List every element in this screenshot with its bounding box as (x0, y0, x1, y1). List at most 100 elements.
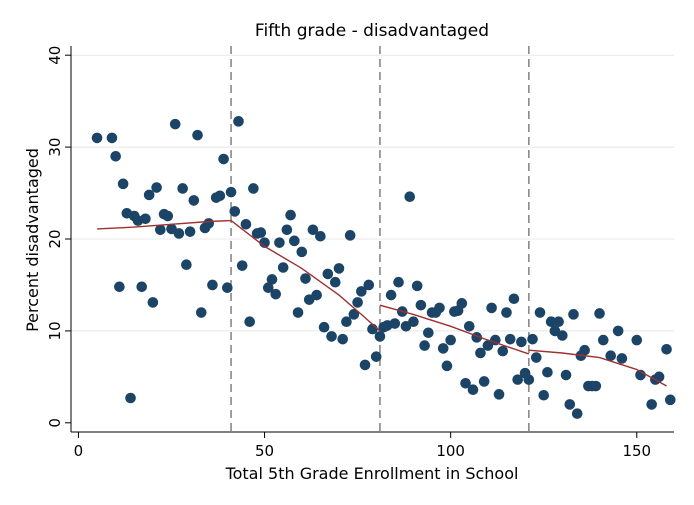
data-point (370, 351, 382, 362)
data-point (218, 153, 229, 165)
data-point (117, 178, 129, 190)
data-point (553, 316, 564, 328)
data-point (188, 195, 200, 206)
data-point (296, 246, 308, 258)
data-point (240, 218, 252, 230)
data-point (233, 116, 244, 127)
data-point (192, 129, 203, 141)
data-point (538, 389, 550, 401)
data-points (91, 116, 676, 419)
data-point (352, 297, 363, 308)
data-point (437, 343, 449, 354)
data-point (155, 224, 166, 236)
x-tick-label: 50 (255, 442, 274, 460)
y-tick-label: 30 (46, 138, 64, 157)
data-point (545, 316, 557, 328)
data-point (560, 369, 572, 381)
data-point (203, 218, 215, 229)
data-point (329, 276, 341, 288)
x-tick-label: 150 (622, 442, 651, 460)
data-point (482, 340, 494, 351)
data-point (300, 273, 311, 284)
x-axis-label: Total 5th Grade Enrollment in School (225, 464, 519, 483)
data-point (478, 376, 490, 387)
data-point (356, 286, 367, 297)
fit-line (230, 220, 381, 332)
axes: 0 10 20 30 40 0 50 100 150 (46, 46, 674, 460)
data-point (530, 352, 542, 363)
data-point (605, 350, 617, 362)
data-point (616, 353, 628, 364)
data-point (385, 289, 397, 301)
data-point (411, 280, 423, 292)
data-point (147, 297, 159, 308)
data-point (460, 377, 471, 389)
data-point (653, 371, 665, 383)
data-point (594, 308, 605, 319)
data-point (612, 325, 624, 337)
data-point (337, 333, 349, 345)
data-point (393, 276, 404, 288)
data-point (177, 183, 188, 194)
data-point (91, 132, 103, 144)
data-point (222, 282, 233, 294)
data-point (661, 343, 672, 355)
data-point (214, 190, 226, 202)
data-point (236, 260, 248, 271)
y-tick-label: 40 (46, 46, 64, 65)
data-point (568, 309, 579, 320)
y-tick-label: 0 (46, 418, 64, 428)
data-point (281, 224, 293, 236)
data-point (434, 302, 445, 314)
data-point (590, 380, 602, 392)
data-point (512, 374, 523, 385)
data-point (467, 384, 479, 396)
data-point (326, 331, 337, 342)
data-point (285, 209, 296, 221)
data-point (173, 228, 185, 239)
data-point (162, 210, 174, 222)
gridlines (71, 54, 674, 332)
fit-line (97, 219, 232, 230)
data-point (207, 279, 218, 291)
data-point (244, 316, 255, 328)
data-point (255, 227, 267, 238)
fit-lines (97, 219, 667, 387)
data-point (664, 394, 676, 406)
data-point (571, 408, 583, 419)
data-point (557, 330, 568, 341)
data-point (363, 279, 375, 291)
data-point (579, 344, 590, 356)
data-point (419, 340, 430, 351)
data-point (259, 237, 270, 248)
data-point (441, 360, 453, 372)
data-point (289, 235, 300, 247)
data-point (292, 307, 304, 318)
data-point (266, 274, 278, 285)
data-point (277, 262, 289, 273)
data-point (274, 237, 285, 248)
data-point (497, 345, 509, 357)
y-tick-label: 20 (46, 229, 64, 248)
data-point (318, 321, 330, 333)
data-point (423, 327, 434, 339)
chart-title: Fifth grade - disadvantaged (255, 21, 489, 41)
data-point (404, 191, 416, 203)
data-point (564, 399, 576, 410)
data-point (225, 186, 237, 198)
data-point (493, 389, 505, 400)
data-point (229, 206, 241, 217)
data-point (534, 307, 546, 318)
fit-line (379, 304, 530, 355)
data-point (344, 230, 356, 241)
data-point (110, 150, 121, 162)
data-point (527, 333, 538, 345)
data-point (445, 334, 456, 346)
data-point (184, 226, 196, 237)
data-point (140, 213, 151, 225)
data-point (341, 316, 352, 328)
data-point (262, 282, 274, 294)
data-point (136, 281, 148, 293)
data-point (359, 359, 371, 371)
